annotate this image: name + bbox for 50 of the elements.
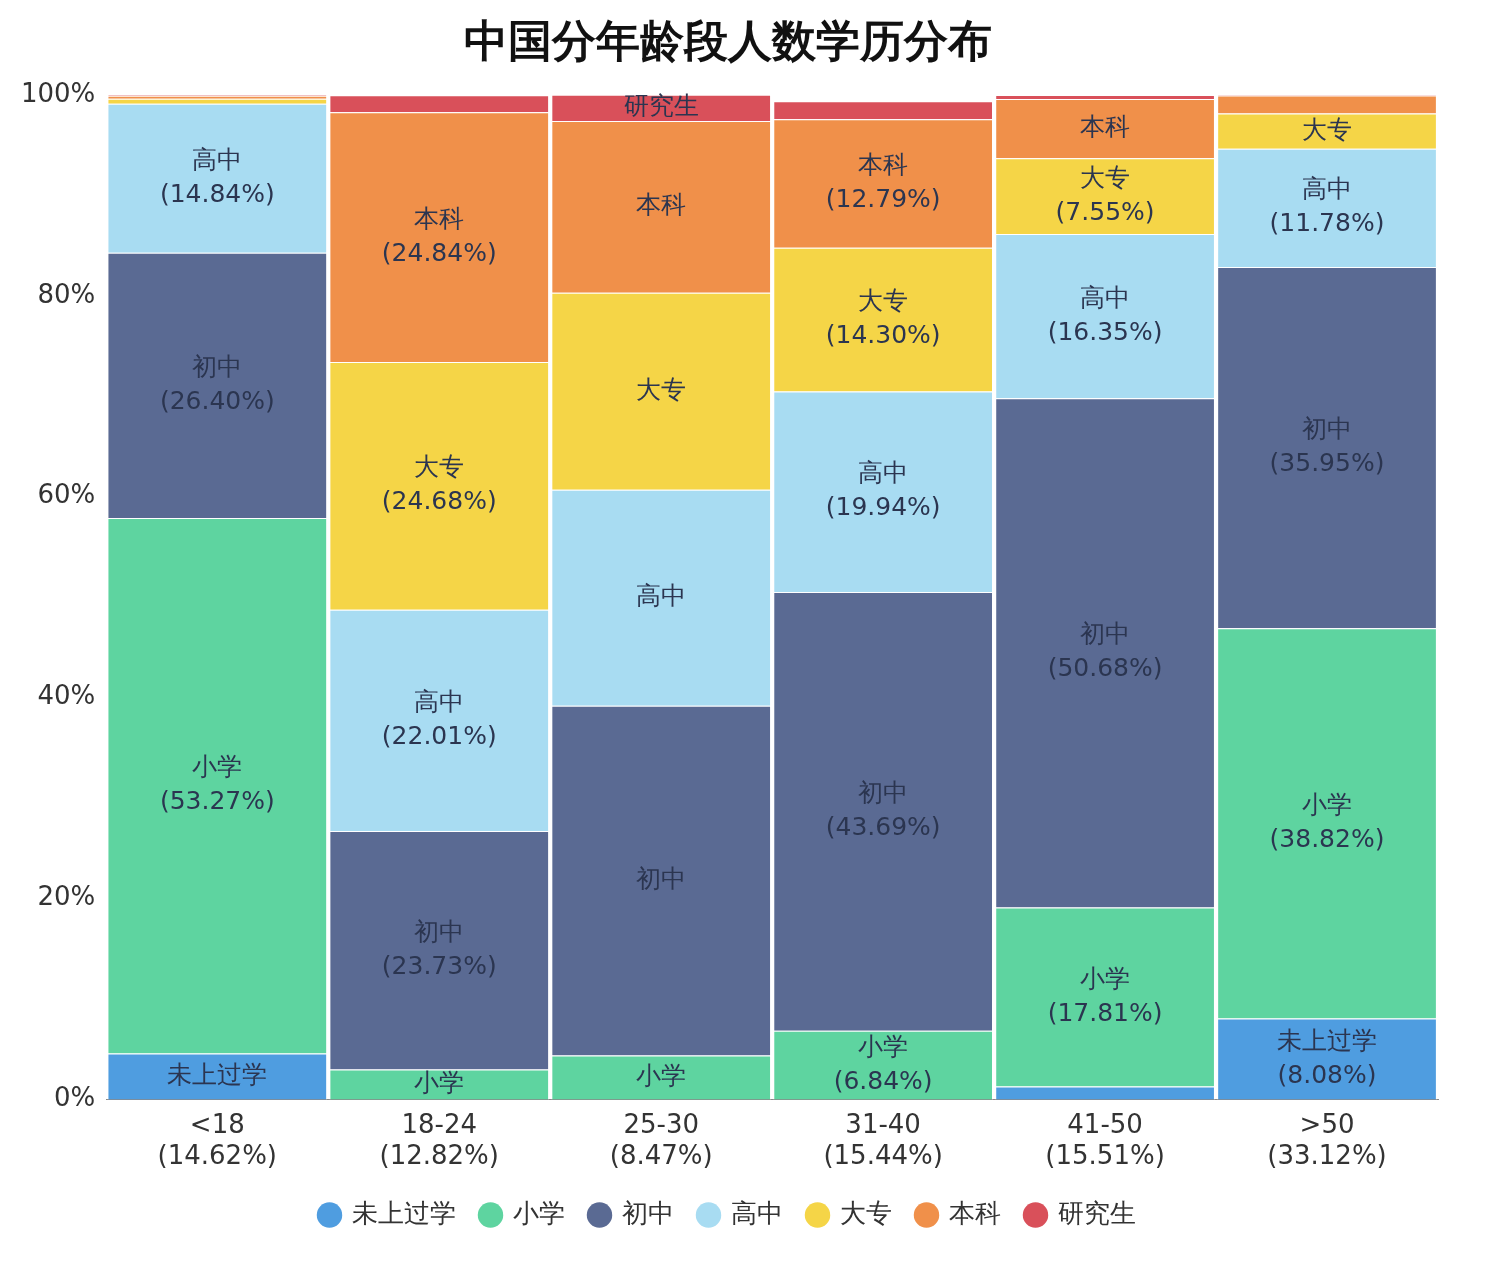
data-label: 初中 (50.68%) (1047, 619, 1163, 683)
y-tick-label: 0% (54, 1082, 96, 1113)
data-label: 大专 (7.55%) (1055, 162, 1155, 226)
legend-label: 研究生 (1057, 1197, 1136, 1228)
x-tick-label: 18-24 (12.82%) (379, 1108, 499, 1171)
data-label: 高中 (11.78%) (1269, 174, 1385, 238)
x-tick-label: 41-50 (15.51%) (1045, 1108, 1165, 1171)
x-tick-label: 25-30 (8.47%) (609, 1108, 713, 1171)
legend-label: 高中 (730, 1197, 783, 1228)
data-label: 小学 (38.82%) (1269, 789, 1385, 853)
legend-label: 小学 (512, 1197, 565, 1228)
y-tick-label: 20% (37, 881, 96, 912)
y-tick-label: 40% (37, 680, 96, 711)
data-label: 大专 (24.68%) (381, 452, 497, 516)
data-label: 小学 (53.27%) (159, 752, 275, 816)
legend-label: 未上过学 (351, 1197, 456, 1228)
data-label: 小学 (636, 1060, 687, 1090)
data-label: 初中 (43.69%) (825, 777, 941, 841)
data-label: 大专 (14.30%) (825, 286, 941, 350)
legend-label: 本科 (948, 1197, 1001, 1228)
data-label: 研究生 (623, 91, 699, 121)
data-label: 小学 (414, 1068, 465, 1098)
data-label: 本科 (24.84%) (381, 203, 497, 267)
data-label: 高中 (22.01%) (381, 686, 497, 750)
data-label: 高中 (636, 581, 687, 611)
data-label: 高中 (19.94%) (825, 458, 941, 522)
data-label: 高中 (16.35%) (1047, 282, 1163, 346)
data-label: 本科 (636, 190, 687, 220)
data-label: 本科 (1080, 112, 1131, 142)
y-tick-label: 100% (20, 77, 96, 108)
legend-label: 大专 (839, 1197, 892, 1228)
data-label: 大专 (1302, 114, 1353, 144)
x-tick-label: 31-40 (15.44%) (823, 1108, 943, 1171)
y-tick-label: 60% (37, 479, 96, 510)
data-label: 初中 (35.95%) (1269, 414, 1385, 478)
data-label: 大专 (636, 374, 687, 404)
data-label: 未上过学 (8.08%) (1277, 1025, 1378, 1089)
legend-label: 初中 (621, 1197, 674, 1228)
data-label: 高中 (14.84%) (159, 144, 275, 208)
y-tick-label: 80% (37, 278, 96, 309)
x-tick-label: >50 (33.12%) (1267, 1108, 1387, 1171)
data-label: 本科 (12.79%) (825, 150, 941, 214)
data-label: 初中 (23.73%) (381, 916, 497, 980)
data-label: 小学 (6.84%) (833, 1031, 933, 1095)
x-tick-label: <18 (14.62%) (157, 1108, 278, 1171)
data-label: 未上过学 (167, 1059, 268, 1089)
data-label: 初中 (26.40%) (159, 351, 275, 415)
data-label: 小学 (17.81%) (1047, 963, 1163, 1027)
chart-title: 中国分年龄段人数学历分布 (464, 14, 992, 66)
data-label: 初中 (636, 864, 687, 894)
